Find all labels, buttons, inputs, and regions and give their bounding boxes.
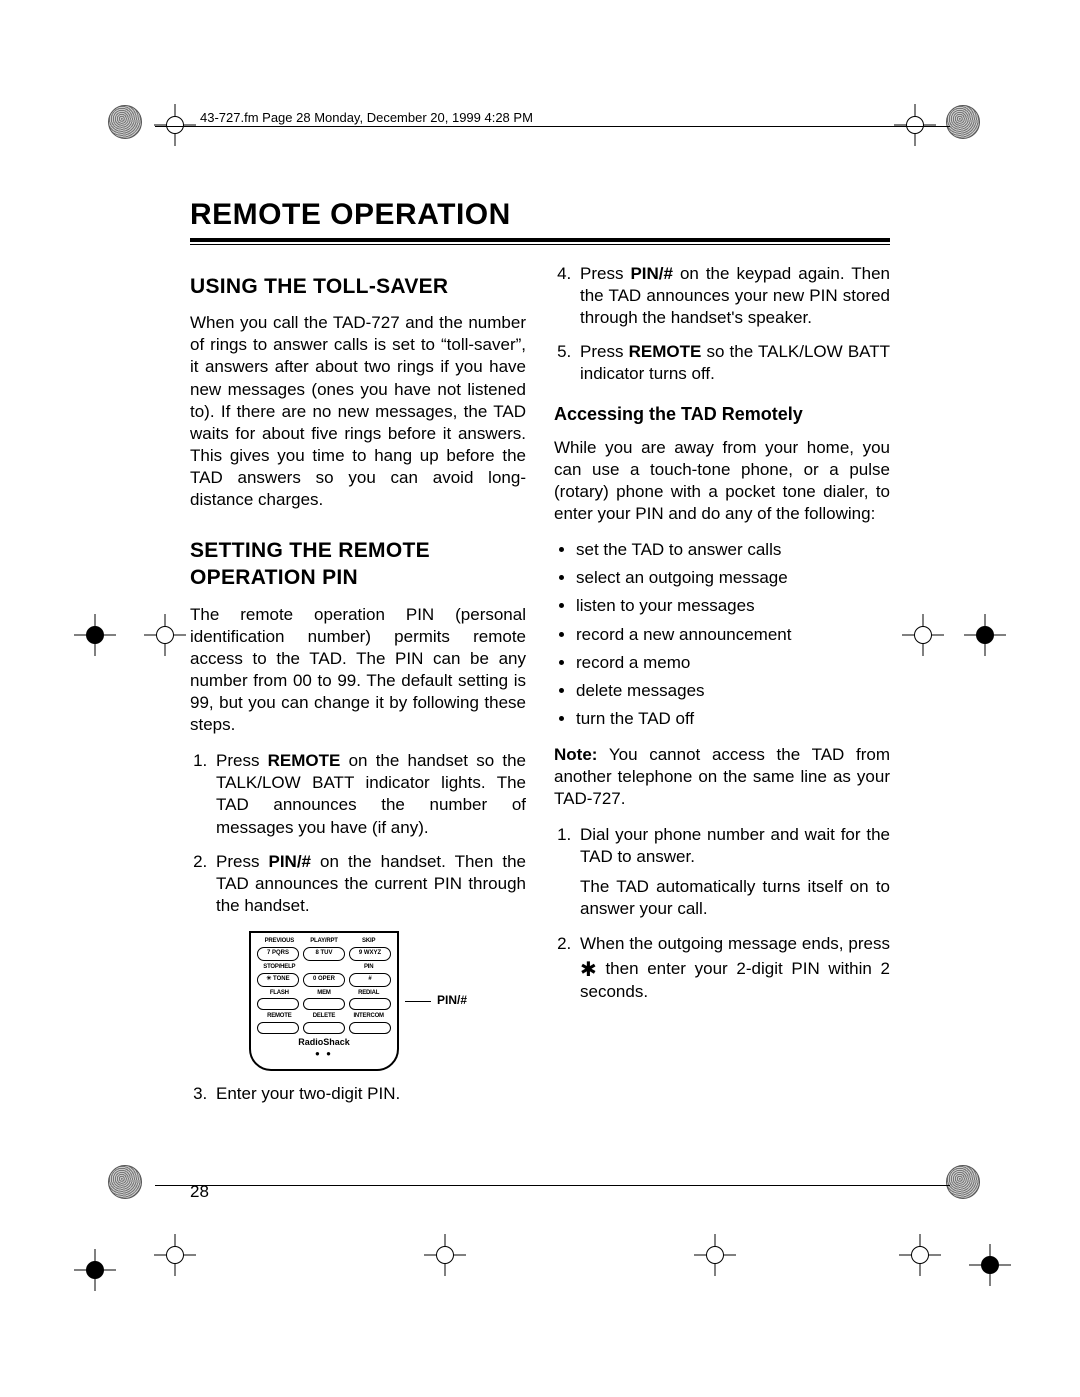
page-header-meta: 43-727.fm Page 28 Monday, December 20, 1… — [200, 110, 890, 125]
registration-mark — [898, 610, 948, 660]
step-item: Enter your two-digit PIN. — [212, 1083, 526, 1105]
decoration-ball — [108, 1165, 142, 1199]
bullet-item: delete messages — [576, 680, 890, 702]
bullet-item: record a new announcement — [576, 624, 890, 646]
steps-list: Enter your two-digit PIN. — [190, 1083, 526, 1105]
decoration-ball — [946, 105, 980, 139]
keypad-dots: ● ● — [257, 1049, 391, 1059]
step-item: Press REMOTE on the handset so the TALK/… — [212, 750, 526, 838]
star-icon: ✱ — [580, 959, 597, 981]
content-columns: USING THE TOLL-SAVER When you call the T… — [190, 263, 890, 1119]
title-rule — [190, 244, 890, 245]
registration-mark — [895, 1230, 945, 1280]
registration-mark — [965, 1240, 1015, 1290]
steps-list: Dial your phone number and wait for the … — [554, 824, 890, 1003]
crop-rule — [155, 126, 950, 127]
document-page: 43-727.fm Page 28 Monday, December 20, 1… — [0, 0, 1080, 1397]
registration-mark — [690, 1230, 740, 1280]
registration-mark — [420, 1230, 470, 1280]
step-item: When the outgoing message ends, press ✱ … — [576, 933, 890, 1003]
body-paragraph: When you call the TAD-727 and the number… — [190, 312, 526, 511]
bullet-item: select an outgoing message — [576, 567, 890, 589]
bullet-list: set the TAD to answer calls select an ou… — [554, 539, 890, 730]
steps-list: Press PIN/# on the keypad again. Then th… — [554, 263, 890, 385]
bullet-item: record a memo — [576, 652, 890, 674]
bullet-item: turn the TAD off — [576, 708, 890, 730]
step-item: Press PIN/# on the handset. Then the TAD… — [212, 851, 526, 917]
decoration-ball — [946, 1165, 980, 1199]
registration-mark — [140, 610, 190, 660]
right-column: Press PIN/# on the keypad again. Then th… — [554, 263, 890, 1119]
left-column: USING THE TOLL-SAVER When you call the T… — [190, 263, 526, 1119]
title-rule — [190, 238, 890, 242]
section-heading: USING THE TOLL-SAVER — [190, 273, 526, 300]
registration-mark — [70, 610, 120, 660]
callout-label: PIN/# — [437, 993, 467, 1009]
crop-rule — [155, 1185, 950, 1186]
step-item: Press REMOTE so the TALK/LOW BATT indica… — [576, 341, 890, 385]
callout-line — [405, 1001, 431, 1002]
decoration-ball — [108, 105, 142, 139]
bullet-item: listen to your messages — [576, 595, 890, 617]
page-number: 28 — [190, 1182, 209, 1202]
keypad-diagram: PREVIOUSPLAY/RPTSKIP 7 PQRS8 TUV9 WXYZ S… — [190, 931, 526, 1071]
step-item: Press PIN/# on the keypad again. Then th… — [576, 263, 890, 329]
body-paragraph: The remote operation PIN (personal ident… — [190, 604, 526, 737]
registration-mark — [890, 100, 940, 150]
section-heading: SETTING THE REMOTE OPERATION PIN — [190, 537, 526, 592]
registration-mark — [70, 1245, 120, 1295]
steps-list: Press REMOTE on the handset so the TALK/… — [190, 750, 526, 917]
step-item: Dial your phone number and wait for the … — [576, 824, 890, 920]
registration-mark — [150, 100, 200, 150]
bullet-item: set the TAD to answer calls — [576, 539, 890, 561]
body-paragraph: While you are away from your home, you c… — [554, 437, 890, 525]
keypad-brand: RadioShack — [257, 1037, 391, 1049]
registration-mark — [150, 1230, 200, 1280]
note-paragraph: Note: You cannot access the TAD from ano… — [554, 744, 890, 810]
subsection-heading: Accessing the TAD Remotely — [554, 403, 890, 426]
keypad-body: PREVIOUSPLAY/RPTSKIP 7 PQRS8 TUV9 WXYZ S… — [249, 931, 399, 1071]
main-title: REMOTE OPERATION — [190, 198, 890, 232]
registration-mark — [960, 610, 1010, 660]
